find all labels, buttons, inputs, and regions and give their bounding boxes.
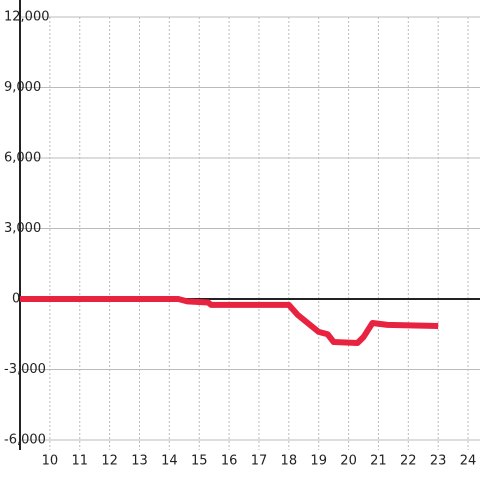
y-tick-label: 3,000	[4, 221, 41, 236]
data-line	[20, 296, 439, 346]
x-tick-label: 14	[161, 454, 178, 469]
y-tick-label: 6,000	[4, 151, 41, 166]
y-tick-label: 12,000	[4, 10, 50, 25]
x-tick-label: 12	[101, 454, 118, 469]
x-tick-label: 20	[340, 454, 357, 469]
x-tick-label: 22	[400, 454, 417, 469]
x-tick-label: 23	[430, 454, 447, 469]
x-tick-label: 24	[460, 454, 477, 469]
x-tick-label: 17	[251, 454, 268, 469]
x-tick-label: 21	[370, 454, 387, 469]
y-tick-label: 0	[12, 292, 20, 307]
x-tick-label: 19	[310, 454, 327, 469]
y-tick-label: 9,000	[4, 80, 41, 95]
x-tick-label: 11	[71, 454, 88, 469]
y-tick-label: -6,000	[4, 433, 46, 448]
x-tick-label: 13	[131, 454, 148, 469]
x-tick-label: 15	[191, 454, 208, 469]
x-tick-label: 10	[42, 454, 59, 469]
x-tick-label: 18	[281, 454, 298, 469]
y-tick-label: -3,000	[4, 362, 46, 377]
x-tick-label: 16	[221, 454, 238, 469]
